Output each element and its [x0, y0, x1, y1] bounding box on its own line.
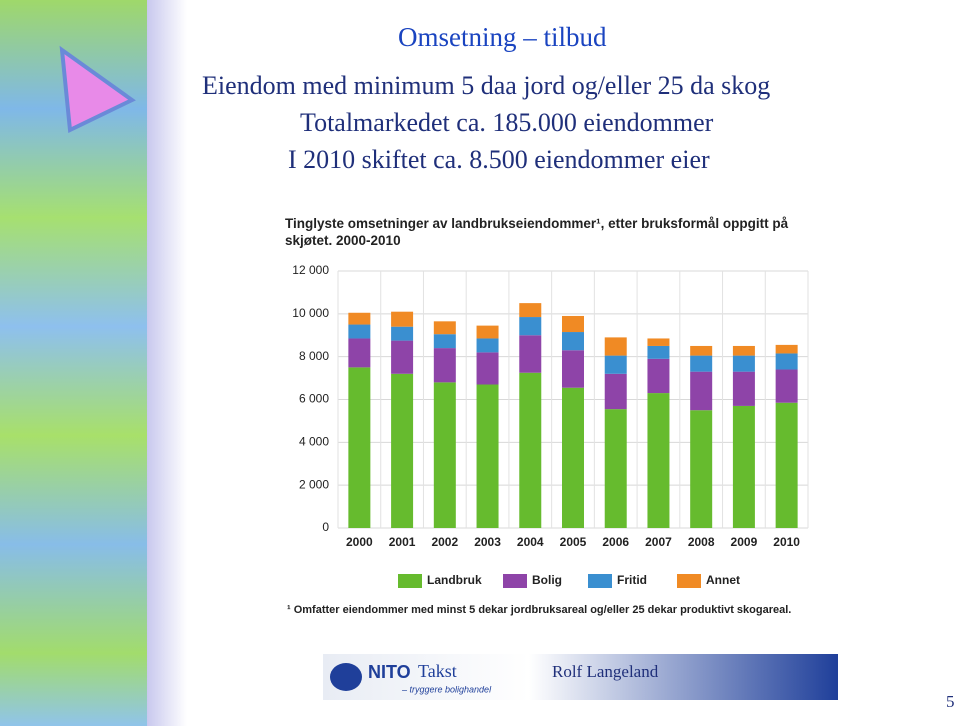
x-tick-label: 2002	[431, 535, 458, 549]
author: Rolf Langeland	[552, 662, 659, 681]
bar-segment	[690, 355, 713, 372]
bar-segment	[476, 325, 499, 339]
chart: 0 2 000 4 000 6 000 8 000 10 000 12 000 2000 200…	[292, 263, 809, 588]
bar-segment	[775, 369, 798, 403]
bar-segment	[732, 371, 755, 406]
y-tick-label: 6 000	[299, 392, 329, 406]
bar-segment	[562, 332, 584, 351]
bar-segment	[562, 315, 584, 333]
legend-swatch	[588, 574, 612, 588]
bar-segment	[732, 355, 755, 372]
legend-label: Landbruk	[427, 573, 482, 587]
bar-segment	[391, 340, 414, 374]
legend-swatch	[503, 574, 527, 588]
legend-label: Bolig	[532, 573, 562, 587]
legend-label: Fritid	[617, 573, 647, 587]
bar-segment	[391, 373, 414, 528]
page-number: 5	[946, 692, 955, 711]
bar-segment	[476, 384, 499, 528]
bar-segment	[519, 303, 542, 318]
decor-strip	[147, 0, 187, 726]
bar-segment	[775, 344, 798, 354]
x-tick-label: 2001	[389, 535, 416, 549]
legend-swatch	[398, 574, 422, 588]
x-tick-label: 2000	[346, 535, 373, 549]
y-tick-label: 4 000	[299, 435, 329, 449]
bar-segment	[690, 410, 713, 528]
bar-segment	[519, 317, 542, 336]
y-tick-label: 10 000	[292, 306, 329, 320]
x-tick-label: 2010	[773, 535, 800, 549]
bar-segment	[348, 367, 371, 528]
logo-mark	[330, 663, 362, 691]
bar-segment	[348, 324, 371, 339]
bar-segment	[562, 387, 584, 528]
bar-segment	[348, 312, 371, 325]
bar-segment	[604, 373, 627, 410]
x-tick-label: 2006	[602, 535, 629, 549]
bar-segment	[476, 352, 499, 385]
legend-swatch	[677, 574, 701, 588]
logo-suffix: Takst	[418, 661, 457, 681]
y-tick-label: 2 000	[299, 477, 329, 491]
x-tick-label: 2007	[645, 535, 672, 549]
bar-segment	[604, 355, 627, 374]
bar-segment	[647, 358, 670, 394]
bar-segment	[433, 321, 456, 335]
bar-segment	[433, 334, 456, 349]
bar-segment	[476, 338, 499, 353]
bar-segment	[519, 372, 542, 528]
tagline: – tryggere bolighandel	[401, 684, 492, 694]
bar-segment	[690, 371, 713, 411]
bar-segment	[433, 348, 456, 383]
y-tick-label: 12 000	[292, 263, 329, 277]
x-tick-label: 2003	[474, 535, 501, 549]
bar-segment	[647, 345, 670, 359]
bar-segment	[647, 393, 670, 528]
bar-segment	[562, 350, 584, 388]
footer-banner	[323, 654, 838, 700]
bar-segment	[519, 335, 542, 373]
bar-segment	[391, 326, 414, 341]
bar-segment	[690, 345, 713, 356]
bar-segment	[732, 405, 755, 528]
slide-line: Eiendom med minimum 5 daa jord og/eller …	[202, 71, 770, 100]
x-tick-label: 2004	[517, 535, 544, 549]
slide-line: I 2010 skiftet ca. 8.500 eiendommer eier	[288, 145, 710, 174]
bar-segment	[604, 409, 627, 528]
y-tick-label: 8 000	[299, 349, 329, 363]
x-tick-label: 2005	[560, 535, 587, 549]
slide-title: Omsetning – tilbud	[398, 22, 607, 52]
footnote: ¹ Omfatter eiendommer med minst 5 dekar …	[287, 604, 792, 616]
legend-label: Annet	[706, 573, 740, 587]
x-tick-label: 2008	[688, 535, 715, 549]
bar-segment	[775, 402, 798, 528]
bar-segment	[647, 338, 670, 346]
bar-segment	[433, 382, 456, 528]
bar-segment	[348, 338, 371, 368]
bar-segment	[775, 353, 798, 370]
x-tick-label: 2009	[731, 535, 758, 549]
bar-segment	[604, 337, 627, 356]
y-tick-label: 0	[322, 520, 329, 534]
bar-segment	[732, 345, 755, 356]
logo: NITO	[368, 662, 411, 682]
slide-line: Totalmarkedet ca. 185.000 eiendommer	[300, 108, 714, 137]
decor-triangle	[59, 45, 136, 134]
chart-title: Tinglyste omsetninger av landbrukseiendo…	[285, 216, 789, 248]
bar-segment	[391, 311, 414, 327]
